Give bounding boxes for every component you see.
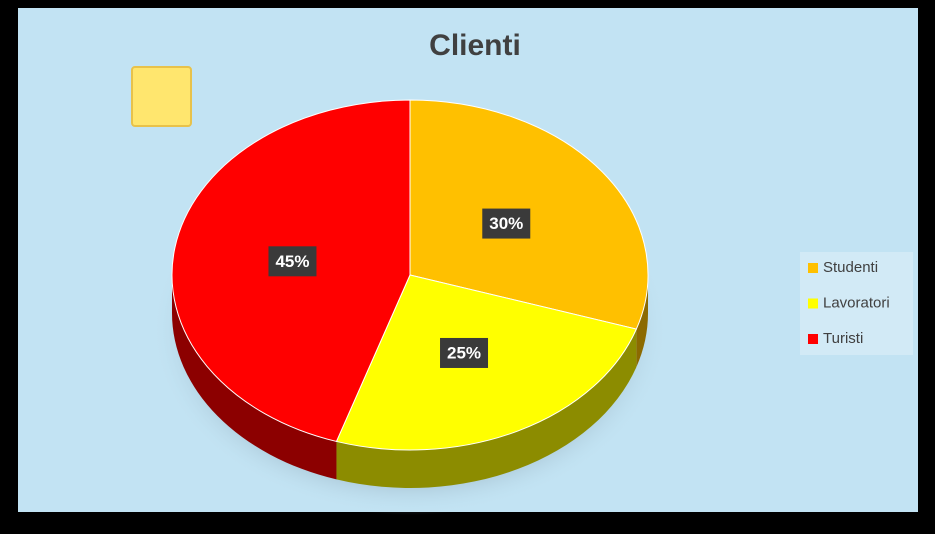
decor-square	[131, 66, 192, 127]
legend-swatch	[808, 263, 818, 273]
legend-label: Studenti	[823, 259, 878, 276]
slice-side	[336, 329, 637, 488]
slice-side	[172, 275, 337, 480]
slice-side	[636, 275, 648, 368]
data-label-box	[268, 246, 317, 277]
legend	[800, 252, 913, 355]
legend-label: Lavoratori	[823, 294, 890, 311]
legend-swatch	[808, 334, 818, 344]
legend-label: Turisti	[823, 330, 863, 347]
data-label-box	[440, 337, 489, 368]
legend-swatch	[808, 298, 818, 309]
data-label: 30%	[489, 214, 523, 233]
data-label-box	[482, 208, 531, 239]
data-label: 45%	[275, 252, 309, 271]
chart-title: Clienti	[429, 29, 521, 62]
data-label: 25%	[447, 343, 481, 362]
